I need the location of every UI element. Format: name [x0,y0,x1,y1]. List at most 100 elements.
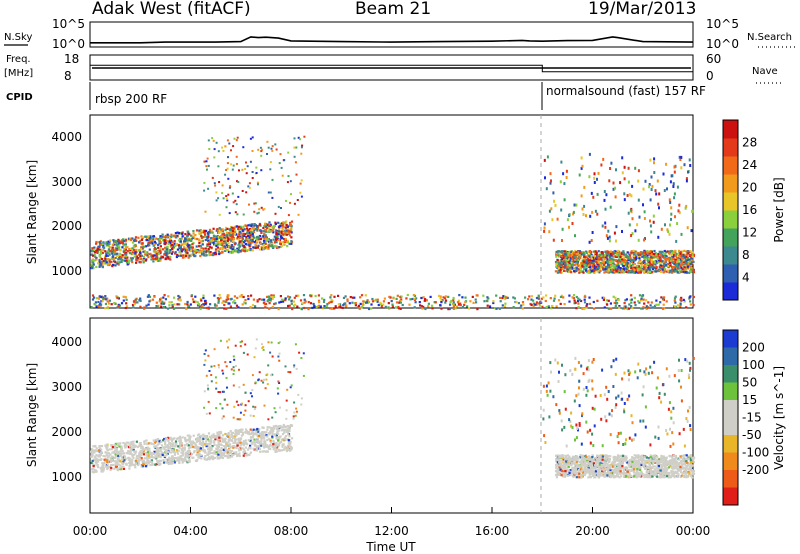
data-cell [203,189,206,192]
data-cell [132,306,135,309]
data-cell [227,237,230,240]
data-cell [193,446,196,449]
data-cell [249,439,252,443]
data-cell [265,225,268,228]
data-cell [236,454,239,457]
data-cell [282,425,285,428]
data-cell [212,252,215,255]
data-cell [621,263,624,266]
data-cell [234,439,237,442]
data-cell [685,270,688,273]
data-cell [651,184,654,188]
data-cell [326,303,329,306]
data-cell [155,237,158,240]
data-cell [166,452,169,455]
data-cell [238,438,241,442]
data-cell [637,179,640,183]
data-cell [424,298,427,301]
data-cell [506,296,509,299]
data-cell [647,264,650,268]
data-cell [158,442,161,445]
data-cell [167,444,170,447]
data-cell [206,168,208,171]
data-cell [152,260,155,263]
data-cell [256,226,259,229]
data-cell [94,249,97,252]
data-cell [213,456,216,459]
data-cell [613,301,616,304]
data-cell [187,305,190,308]
data-cell [580,299,583,303]
data-cell [277,205,280,208]
data-cell [113,260,116,263]
data-cell [176,234,179,237]
data-cell [592,307,596,310]
data-cell [207,164,210,167]
data-cell [109,250,112,253]
data-cell [154,259,158,262]
data-cell [278,226,281,229]
data-cell [231,455,234,458]
data-cell [227,242,230,245]
data-cell [461,296,464,299]
data-cell [677,265,680,268]
data-cell [174,252,177,255]
data-cell [619,271,622,274]
data-cell [677,253,680,256]
data-cell [162,248,165,251]
data-cell [236,180,238,183]
data-cell [253,224,256,227]
data-cell [560,263,563,267]
data-cell [131,257,134,260]
data-cell [253,202,256,205]
data-cell [348,302,351,305]
data-cell [573,270,576,273]
data-cell [219,454,222,457]
data-cell [229,305,232,308]
data-cell [221,250,224,253]
data-cell [608,254,611,257]
data-cell [198,239,201,242]
data-cell [281,241,284,244]
data-cell [633,254,636,258]
data-cell [91,247,94,250]
data-cell [650,250,653,254]
data-cell [578,250,581,253]
data-cell [232,232,235,235]
data-cell [634,256,637,259]
data-cell [651,270,654,274]
data-cell [106,465,109,469]
data-cell [102,262,105,265]
data-cell [593,255,597,258]
data-cell [253,223,256,226]
data-cell [91,448,94,451]
data-cell [210,437,213,440]
data-cell [299,182,302,185]
data-cell [591,269,594,272]
data-cell [639,254,642,257]
data-cell [264,228,267,232]
data-cell [178,435,182,438]
data-cell [663,189,666,192]
data-cell [294,303,297,306]
data-cell [169,255,172,258]
data-cell [175,242,178,246]
data-cell [210,230,213,233]
data-cell [548,230,551,234]
data-cell [683,163,686,167]
data-cell [152,235,155,238]
data-cell [227,439,230,442]
cpid-label: CPID [6,92,33,103]
data-cell [685,177,688,181]
data-cell [193,451,196,454]
data-cell [207,241,211,244]
data-cell [135,445,138,448]
data-cell [230,244,233,247]
data-cell [129,443,132,446]
data-cell [585,251,588,254]
data-cell [250,236,253,239]
data-cell [585,269,588,272]
data-cell [256,212,259,215]
data-cell [604,270,607,273]
data-cell [237,437,240,440]
